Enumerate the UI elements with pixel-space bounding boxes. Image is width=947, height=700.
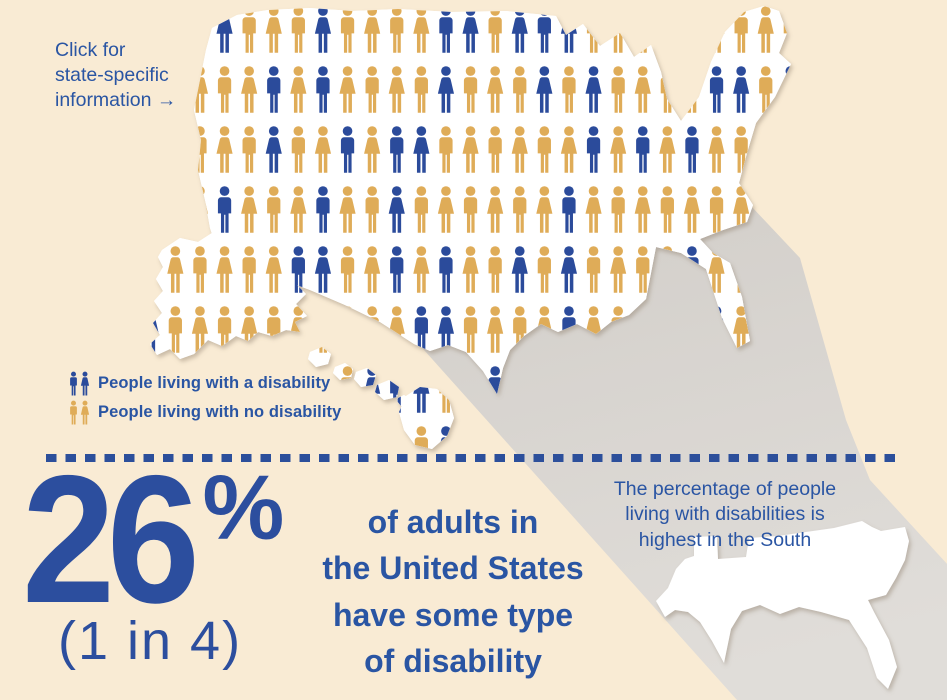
person-icon	[807, 246, 823, 293]
desc-line: the United States	[322, 550, 584, 587]
person-icon	[339, 306, 356, 353]
person-icon	[365, 426, 379, 449]
person-icon	[150, 246, 158, 293]
person-icon	[782, 186, 791, 233]
person-icon	[339, 426, 356, 449]
person-icon	[167, 126, 184, 173]
person-icon	[783, 126, 791, 173]
people-pair-blue-icon	[70, 371, 90, 396]
stat-ratio: (1 in 4)	[58, 611, 243, 671]
callout-line: living with disabilities is	[625, 503, 825, 526]
person-icon	[316, 426, 330, 449]
cta-line: Click for	[55, 39, 126, 61]
callout-line: The percentage of people	[613, 478, 837, 500]
person-icon	[783, 6, 791, 53]
person-icon	[150, 186, 159, 233]
person-icon	[150, 126, 158, 173]
desc-line: of adults in	[367, 504, 539, 540]
desc-line: have some type	[332, 596, 574, 633]
legend-label: People living with no disability	[98, 403, 342, 421]
stat-value: 26	[22, 437, 200, 641]
legend-item-no-disability: People living with no disability	[68, 398, 341, 427]
person-icon	[316, 306, 330, 353]
person-icon	[659, 6, 676, 53]
person-icon	[808, 186, 821, 233]
callout-line: highest in the South	[638, 528, 812, 551]
person-icon	[636, 6, 650, 53]
person-icon	[168, 186, 182, 233]
people-pair-gold-icon	[70, 400, 90, 425]
stat-percent-sign: %	[202, 457, 285, 559]
legend-item-disability: People living with a disability	[68, 369, 341, 398]
cta-line-arrow: information →	[55, 88, 177, 111]
south-region-map	[656, 521, 909, 689]
person-icon	[807, 126, 823, 173]
person-icon	[807, 6, 823, 53]
legend-label: People living with a disability	[98, 374, 331, 392]
stat-block: 26 % (1 in 4)	[22, 437, 285, 671]
cta-text: Click for state-specific information →	[55, 38, 176, 113]
person-icon	[388, 426, 405, 449]
person-icon	[463, 426, 478, 449]
south-callout: The percentage of people living with dis…	[599, 477, 851, 553]
person-icon	[193, 6, 207, 53]
person-icon	[290, 426, 307, 449]
person-icon	[685, 6, 699, 53]
cta-line: state-specific	[55, 63, 169, 86]
desc-line: of disability	[364, 643, 542, 680]
person-icon	[757, 126, 774, 173]
person-icon	[808, 66, 821, 113]
legend: People living with a disability People l…	[68, 369, 341, 427]
stat-description: of adults in the United States have some…	[290, 499, 616, 685]
